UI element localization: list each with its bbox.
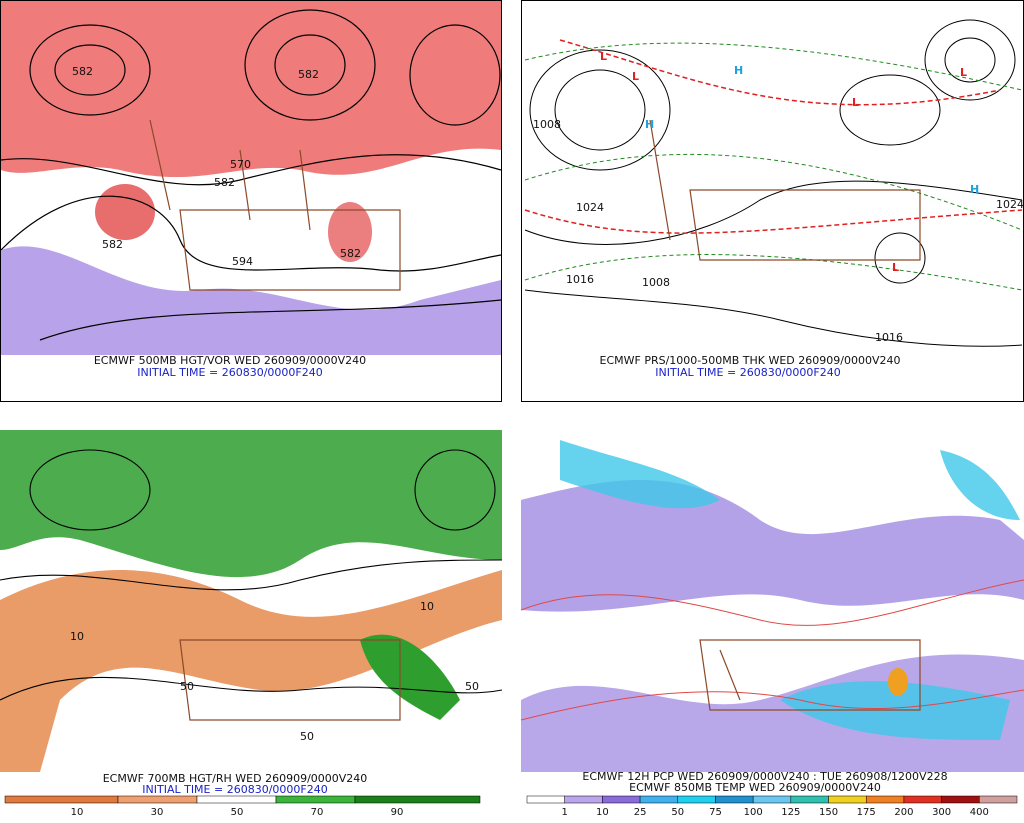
colorbar: 1 10 25 50 75 100 125 150 175 200 300 400 xyxy=(527,796,1017,818)
colorbar-segment xyxy=(565,796,603,803)
colorbar-label: 30 xyxy=(151,807,164,818)
colorbar-label: 70 xyxy=(311,807,324,818)
colorbar-label: 125 xyxy=(781,807,800,818)
colorbar-label: 75 xyxy=(709,807,722,818)
colorbar-label: 150 xyxy=(819,807,838,818)
contour-label: 582 xyxy=(340,247,361,260)
colorbar-label: 50 xyxy=(671,807,684,818)
colorbar-label: 50 xyxy=(231,807,244,818)
colorbar-label: 10 xyxy=(596,807,609,818)
low: L xyxy=(600,50,607,63)
contour-label: 50 xyxy=(180,680,194,693)
contour-label: 50 xyxy=(300,730,314,743)
colorbar-segment xyxy=(753,796,791,803)
contour-label: 1016 xyxy=(566,273,594,286)
contour-label: 582 xyxy=(214,176,235,189)
contour-label: 1008 xyxy=(533,118,561,131)
low: L xyxy=(960,66,967,79)
contour-label: 1008 xyxy=(642,276,670,289)
contour-label: 570 xyxy=(230,158,251,171)
low: L xyxy=(852,96,859,109)
colorbar-segment xyxy=(602,796,640,803)
panel-pressure: L L H H L L H L 1008 1024 1016 1008 1024… xyxy=(522,1,1024,402)
low: L xyxy=(632,70,639,83)
colorbar-segment xyxy=(715,796,753,803)
contour-label: 582 xyxy=(72,65,93,78)
contour-label: 1024 xyxy=(576,201,604,214)
vorticity-center xyxy=(95,184,155,240)
contour-label: 1016 xyxy=(875,331,903,344)
panel-700mb: 10 50 50 10 50 ECMWF 700MB HGT/RH WED 26… xyxy=(0,430,502,818)
contour-label: 594 xyxy=(232,255,253,268)
high: H xyxy=(645,118,654,131)
colorbar-segment xyxy=(678,796,716,803)
colorbar-segment xyxy=(276,796,355,803)
subcaption: ECMWF 850MB TEMP WED 260909/0000V240 xyxy=(629,781,881,794)
panel-500mb: 582 582 570 582 582 594 582 ECMWF 500MB … xyxy=(1,1,502,402)
colorbar-label: 10 xyxy=(71,807,84,818)
subcaption: INITIAL TIME = 260830/0000F240 xyxy=(142,783,327,796)
low: L xyxy=(892,261,899,274)
contour-label: 582 xyxy=(298,68,319,81)
colorbar-label: 100 xyxy=(744,807,763,818)
high: H xyxy=(734,64,743,77)
colorbar-label: 200 xyxy=(894,807,913,818)
subcaption: INITIAL TIME = 260830/0000F240 xyxy=(137,366,322,379)
contour-label: 50 xyxy=(465,680,479,693)
colorbar-segment xyxy=(942,796,980,803)
contour-label: 582 xyxy=(102,238,123,251)
colorbar-segment xyxy=(866,796,904,803)
panel-precip: ECMWF 12H PCP WED 260909/0000V240 : TUE … xyxy=(521,430,1024,818)
colorbar-label: 400 xyxy=(970,807,989,818)
precip-max xyxy=(888,668,908,696)
high: H xyxy=(970,183,979,196)
contour-label: 1024 xyxy=(996,198,1024,211)
colorbar-segment xyxy=(527,796,565,803)
colorbar-label: 25 xyxy=(634,807,647,818)
colorbar-segment xyxy=(118,796,197,803)
colorbar-label: 175 xyxy=(857,807,876,818)
colorbar-segment xyxy=(640,796,678,803)
colorbar-segment xyxy=(829,796,867,803)
colorbar-segment xyxy=(5,796,118,803)
contour-label: 10 xyxy=(420,600,434,613)
contour-label: 10 xyxy=(70,630,84,643)
colorbar-segment xyxy=(904,796,942,803)
colorbar-segment xyxy=(355,796,480,803)
colorbar: 10 30 50 70 90 xyxy=(5,796,480,818)
colorbar-segment xyxy=(197,796,276,803)
colorbar-label: 1 xyxy=(562,807,568,818)
colorbar-label: 90 xyxy=(391,807,404,818)
colorbar-segment xyxy=(979,796,1017,803)
subcaption: INITIAL TIME = 260830/0000F240 xyxy=(655,366,840,379)
colorbar-segment xyxy=(791,796,829,803)
colorbar-label: 300 xyxy=(932,807,951,818)
